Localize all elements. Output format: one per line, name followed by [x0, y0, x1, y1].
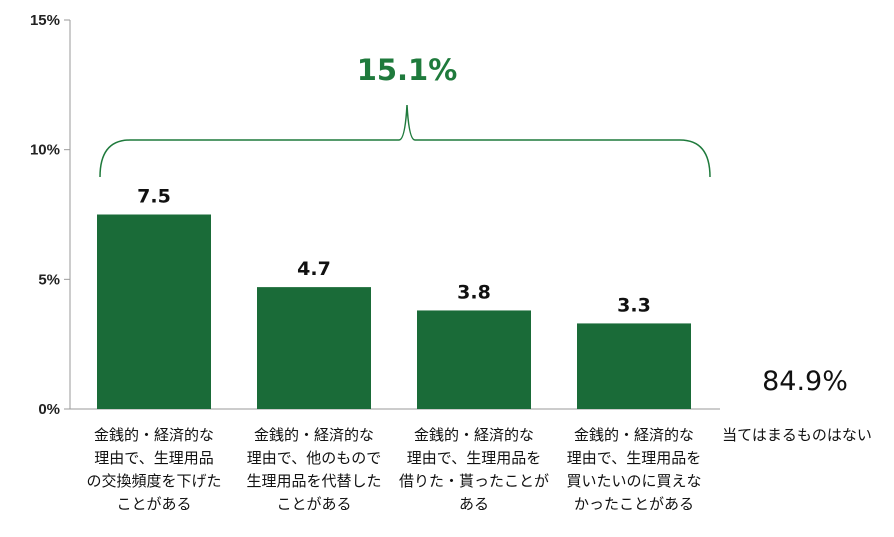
bar-value-label: 3.8 [457, 281, 491, 303]
y-tick-group: 0% 5% 10% 15% [30, 12, 70, 418]
bar [257, 287, 371, 409]
bar-value-label: 4.7 [297, 258, 331, 280]
bar-value-label: 7.5 [137, 186, 171, 208]
bar [417, 310, 531, 409]
other-value-label: 84.9% [762, 366, 848, 397]
bar-value-label: 3.3 [617, 294, 651, 316]
total-bracket-label: 15.1% [357, 53, 458, 87]
x-category-label: 金銭的・経済的な 理由で、生理用品 の交換頻度を下げた ことがある [86, 426, 222, 513]
x-category-label: 金銭的・経済的な 理由で、生理用品を 借りた・貰ったことが ある [398, 426, 549, 513]
x-category-label: 金銭的・経済的な 理由で、他のもので 生理用品を代替した ことがある [246, 426, 382, 513]
bar-group: 7.5 4.7 3.8 3.3 [97, 186, 691, 409]
y-tick-label: 10% [30, 142, 60, 159]
other-category-label: 当てはまるものはない [722, 426, 872, 444]
total-bracket [99, 104, 711, 178]
bar [577, 323, 691, 409]
bar [97, 214, 211, 409]
y-tick-label: 5% [38, 271, 60, 288]
y-tick-label: 15% [30, 12, 60, 29]
x-category-label: 金銭的・経済的な 理由で、生理用品を 買いたいのに買えな かったことがある [566, 426, 702, 513]
y-tick-label: 0% [38, 401, 60, 418]
